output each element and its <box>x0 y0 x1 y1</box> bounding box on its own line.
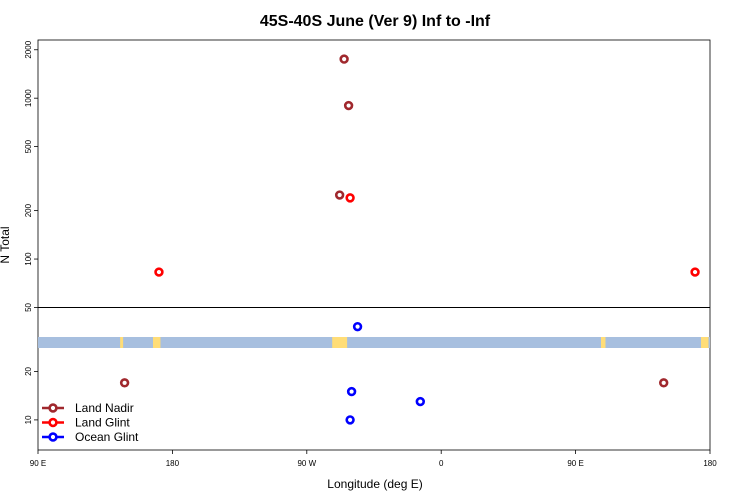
y-tick-label: 100 <box>24 252 33 266</box>
legend-swatch-marker <box>48 417 58 428</box>
y-axis: 10 20 50 100 200 500 1000 2000 <box>24 40 38 424</box>
chart-title: 45S-40S June (Ver 9) Inf to -Inf <box>260 13 491 30</box>
legend-swatch-marker <box>48 403 58 413</box>
land-segment <box>120 337 124 348</box>
x-tick-label: 180 <box>703 459 717 468</box>
y-tick-label: 2000 <box>24 40 33 58</box>
y-tick-label: 1000 <box>24 89 33 107</box>
data-point <box>334 190 345 200</box>
legend-swatch-marker <box>48 432 58 442</box>
map-strip <box>38 337 710 348</box>
data-point <box>345 415 355 425</box>
data-point <box>415 396 425 407</box>
data-point <box>119 378 130 388</box>
data-point <box>346 386 357 397</box>
data-point <box>339 54 349 64</box>
x-tick-label: 90 E <box>567 459 583 468</box>
land-segment <box>332 337 348 348</box>
data-point <box>154 267 164 277</box>
y-tick-label: 10 <box>24 415 33 424</box>
x-tick-label: 180 <box>166 459 180 468</box>
legend-label: Ocean Glint <box>75 430 139 444</box>
data-point <box>690 267 700 277</box>
x-tick-label: 90 W <box>297 459 316 468</box>
data-point <box>343 100 354 111</box>
plot-frame <box>37 39 711 451</box>
data-point <box>352 321 363 332</box>
x-tick-label: 0 <box>439 459 444 468</box>
land-segment <box>701 337 709 348</box>
x-tick-label: 90 E <box>30 459 46 468</box>
y-axis-label: N Total <box>0 226 12 263</box>
y-tick-label: 50 <box>24 302 33 311</box>
x-axis-label: Longitude (deg E) <box>327 477 422 491</box>
x-axis: 90 E 180 90 W 0 90 E 180 <box>30 450 717 468</box>
ocean-band <box>38 337 710 348</box>
data-point <box>345 193 355 203</box>
y-tick-label: 500 <box>24 139 33 153</box>
y-tick-label: 20 <box>24 366 33 375</box>
data-points <box>119 54 700 425</box>
land-segment <box>152 337 161 348</box>
y-tick-label: 200 <box>24 203 33 217</box>
legend-label: Land Glint <box>75 416 130 430</box>
land-segment <box>600 337 606 348</box>
legend-label: Land Nadir <box>75 401 134 415</box>
data-point <box>659 378 669 388</box>
